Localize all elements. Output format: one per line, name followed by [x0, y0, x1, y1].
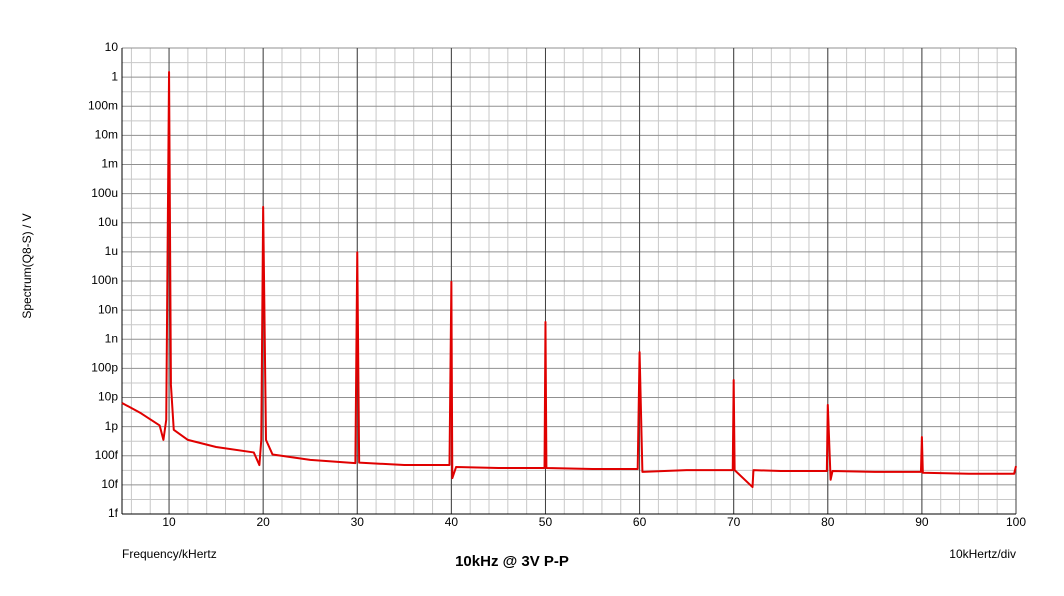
y-tick-label: 1p: [105, 419, 119, 433]
y-tick-label: 1u: [105, 244, 118, 258]
y-tick-label: 1m: [101, 157, 118, 171]
x-tick-label: 30: [351, 515, 365, 529]
annotation: 10kHertz/div: [949, 547, 1016, 561]
y-tick-label: 100n: [91, 273, 118, 287]
subtitle: 10kHz @ 3V P-P: [455, 553, 569, 570]
x-tick-label: 50: [539, 515, 553, 529]
y-tick-label: 10n: [98, 302, 118, 316]
x-tick-label: 80: [821, 515, 835, 529]
x-tick-label: 40: [445, 515, 459, 529]
y-tick-label: 100p: [91, 361, 118, 375]
x-tick-label: 90: [915, 515, 929, 529]
y-tick-label: 10p: [98, 390, 118, 404]
x-axis-label: Frequency/kHertz: [122, 547, 217, 561]
x-tick-label: 60: [633, 515, 647, 529]
y-tick-label: 10m: [95, 128, 118, 142]
spectrum-line: [121, 71, 1017, 489]
y-tick-label: 10u: [98, 215, 118, 229]
x-tick-label: 100: [1006, 515, 1026, 529]
y-tick-label: 100m: [88, 98, 118, 112]
y-tick-label: 10: [105, 40, 119, 54]
x-tick-label: 70: [727, 515, 741, 529]
y-tick-label: 100u: [91, 186, 118, 200]
y-tick-label: 1n: [105, 331, 118, 345]
y-tick-label: 100f: [95, 448, 119, 462]
y-tick-label: 10f: [101, 477, 118, 491]
y-tick-label: 1f: [108, 506, 119, 520]
y-axis-label: Spectrum(Q8-S) / V: [20, 213, 34, 318]
y-tick-label: 1: [111, 69, 118, 83]
x-tick-label: 20: [256, 515, 270, 529]
x-tick-label: 10: [162, 515, 176, 529]
